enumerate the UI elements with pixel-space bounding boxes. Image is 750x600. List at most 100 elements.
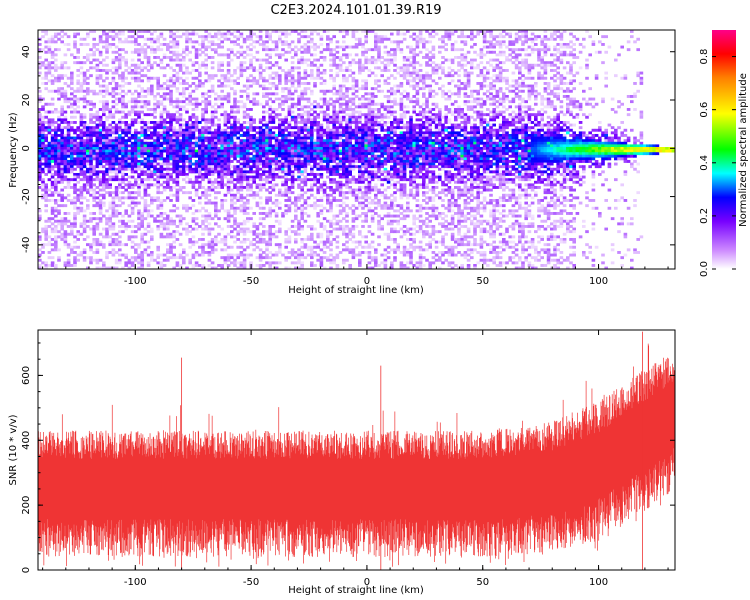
heatmap-cell (262, 240, 266, 244)
heatmap-cell (201, 193, 205, 197)
heatmap-cell (153, 139, 157, 143)
heatmap-cell (322, 183, 327, 187)
heatmap-cell (329, 97, 333, 101)
heatmap-cell (223, 121, 228, 124)
heatmap-cell (239, 147, 244, 150)
heatmap-cell (332, 214, 336, 218)
heatmap-cell (108, 235, 112, 239)
heatmap-cell (246, 206, 250, 210)
heatmap-cell (153, 149, 157, 153)
heatmap-cell (50, 89, 55, 93)
heatmap-cell (294, 102, 298, 106)
heatmap-cell (156, 183, 160, 187)
heatmap-cell (92, 165, 96, 169)
heatmap-cell (86, 188, 90, 192)
heatmap-cell (79, 165, 84, 169)
heatmap-cell (92, 141, 96, 145)
heatmap-cell (249, 170, 253, 174)
heatmap-cell (230, 201, 234, 205)
heatmap-cell (182, 32, 186, 36)
heatmap-cell (137, 209, 141, 213)
heatmap-cell (44, 149, 48, 153)
heatmap-cell (258, 131, 263, 135)
heatmap-cell (345, 160, 349, 163)
heatmap-cell (306, 45, 311, 49)
heatmap-cell (303, 238, 308, 241)
heatmap-cell (44, 186, 48, 189)
heatmap-cell (188, 40, 192, 44)
heatmap-cell (278, 30, 282, 33)
heatmap-cell (169, 118, 173, 122)
heatmap-cell (287, 147, 292, 150)
heatmap-cell (326, 165, 330, 169)
heatmap-cell (127, 167, 132, 171)
heatmap-cell (207, 222, 212, 226)
heatmap-cell (73, 157, 77, 161)
heatmap-cell (348, 74, 352, 78)
heatmap-cell (214, 212, 218, 215)
heatmap-cell (54, 188, 58, 192)
heatmap-cell (329, 121, 333, 124)
heatmap-cell (178, 219, 183, 223)
heatmap-cell (140, 232, 144, 236)
heatmap-cell (204, 92, 208, 96)
heatmap-cell (98, 92, 103, 96)
heatmap-cell (313, 178, 317, 182)
heatmap-cell (322, 147, 327, 150)
heatmap-cell (294, 123, 298, 127)
heatmap-cell (236, 199, 240, 202)
heatmap-cell (332, 58, 336, 62)
heatmap-cell (185, 102, 189, 106)
heatmap-cell (159, 157, 164, 161)
heatmap-cell (332, 227, 336, 231)
heatmap-cell (92, 126, 96, 130)
heatmap-cell (345, 175, 349, 179)
heatmap-cell (134, 230, 138, 234)
heatmap-cell (175, 100, 180, 104)
heatmap-cell (300, 240, 304, 244)
heatmap-cell (255, 152, 260, 156)
heatmap-cell (153, 50, 157, 54)
heatmap-cell (274, 134, 279, 137)
heatmap-cell (230, 196, 234, 200)
heatmap-cell (92, 183, 96, 187)
heatmap-cell (50, 141, 55, 145)
heatmap-cell (57, 97, 61, 101)
heatmap-cell (98, 89, 103, 93)
heatmap-cell (204, 126, 208, 130)
heatmap-cell (182, 162, 186, 166)
heatmap-cell (246, 128, 250, 132)
heatmap-cell (166, 45, 170, 49)
heatmap-cell (57, 256, 61, 260)
heatmap-cell (47, 102, 52, 106)
heatmap-cell (262, 58, 266, 62)
heatmap-cell (300, 253, 304, 257)
heatmap-cell (124, 139, 128, 143)
heatmap-cell (332, 188, 336, 192)
heatmap-cell (143, 105, 148, 109)
heatmap-cell (249, 115, 253, 119)
heatmap-cell (162, 136, 167, 140)
heatmap-cell (92, 227, 96, 231)
heatmap-cell (95, 243, 100, 247)
heatmap-cell (44, 193, 48, 197)
heatmap-cell (290, 48, 295, 52)
heatmap-cell (185, 66, 189, 70)
heatmap-cell (265, 144, 269, 148)
heatmap-cell (162, 212, 167, 215)
heatmap-cell (274, 97, 279, 101)
heatmap-cell (348, 126, 352, 130)
heatmap-cell (345, 45, 349, 49)
heatmap-cell (246, 35, 250, 39)
heatmap-cell (265, 165, 269, 169)
heatmap-cell (108, 144, 112, 148)
heatmap-cell (169, 199, 173, 202)
heatmap-cell (294, 105, 298, 109)
heatmap-cell (303, 113, 308, 117)
heatmap-cell (50, 35, 55, 39)
heatmap-cell (201, 113, 205, 117)
heatmap-cell (348, 248, 352, 252)
heatmap-cell (105, 253, 109, 257)
heatmap-cell (137, 58, 141, 62)
heatmap-cell (342, 110, 346, 114)
